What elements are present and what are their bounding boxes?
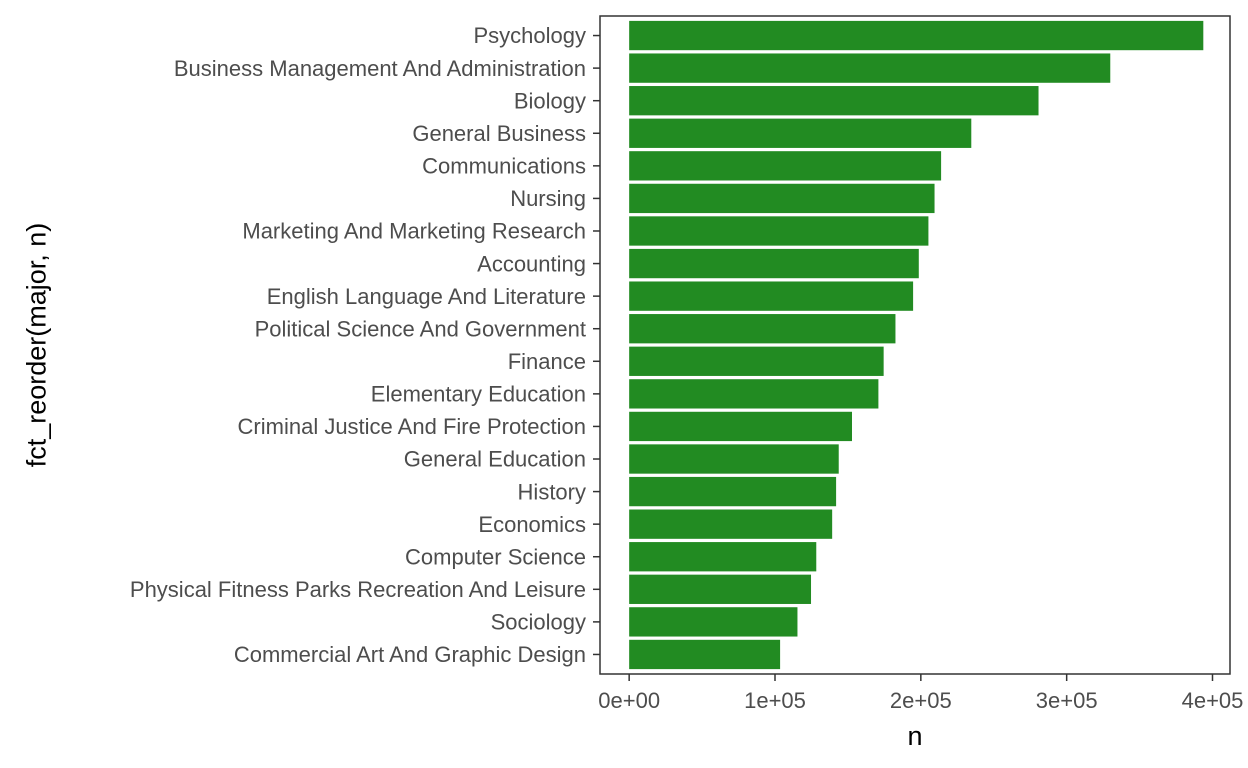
y-tick-label-6: Marketing And Marketing Research (242, 219, 586, 244)
x-tick-label-4: 4e+05 (1182, 688, 1244, 713)
bar-1 (629, 53, 1111, 83)
y-tick-label-16: Computer Science (405, 544, 586, 569)
y-tick-label-18: Sociology (491, 610, 586, 635)
y-tick-label-13: General Education (404, 447, 586, 472)
x-tick-label-3: 3e+05 (1036, 688, 1098, 713)
bar-19 (629, 639, 781, 670)
x-tick-label-1: 1e+05 (744, 688, 806, 713)
bar-13 (629, 444, 839, 474)
bar-11 (629, 379, 879, 409)
bars-layer (629, 20, 1204, 670)
bar-0 (629, 20, 1204, 51)
y-tick-label-0: Psychology (473, 23, 586, 48)
bar-17 (629, 574, 812, 604)
y-tick-label-1: Business Management And Administration (174, 56, 586, 81)
y-axis: Psychology Business Management And Admini… (130, 23, 600, 667)
y-tick-label-12: Criminal Justice And Fire Protection (238, 414, 586, 439)
x-axis: 0e+00 1e+05 2e+05 3e+05 4e+05 (598, 674, 1243, 713)
y-tick-label-4: Communications (422, 154, 586, 179)
bar-8 (629, 281, 914, 311)
y-tick-label-15: Economics (478, 512, 586, 537)
y-tick-label-19: Commercial Art And Graphic Design (234, 642, 586, 667)
y-axis-title: fct_reorder(major, n) (21, 223, 51, 468)
y-tick-label-9: Political Science And Government (255, 316, 586, 341)
y-tick-label-7: Accounting (477, 251, 586, 276)
bar-5 (629, 183, 935, 214)
y-tick-label-3: General Business (412, 121, 586, 146)
y-tick-label-17: Physical Fitness Parks Recreation And Le… (130, 577, 586, 602)
bar-14 (629, 476, 837, 507)
y-tick-label-14: History (518, 479, 586, 504)
bar-16 (629, 542, 817, 572)
bar-4 (629, 151, 942, 181)
bar-3 (629, 118, 972, 148)
bar-10 (629, 346, 884, 376)
bar-15 (629, 509, 833, 539)
y-tick-label-2: Biology (514, 88, 586, 113)
x-tick-label-0: 0e+00 (598, 688, 660, 713)
bar-18 (629, 607, 798, 637)
y-tick-label-11: Elementary Education (371, 382, 586, 407)
bar-9 (629, 314, 896, 344)
bar-6 (629, 216, 929, 246)
bar-12 (629, 411, 852, 442)
panel-border (599, 15, 1231, 675)
bar-7 (629, 248, 919, 279)
bar-2 (629, 86, 1039, 116)
x-axis-title: n (907, 721, 922, 751)
x-tick-label-2: 2e+05 (890, 688, 952, 713)
y-tick-label-5: Nursing (510, 186, 586, 211)
y-tick-label-10: Finance (508, 349, 586, 374)
y-tick-label-8: English Language And Literature (267, 284, 586, 309)
